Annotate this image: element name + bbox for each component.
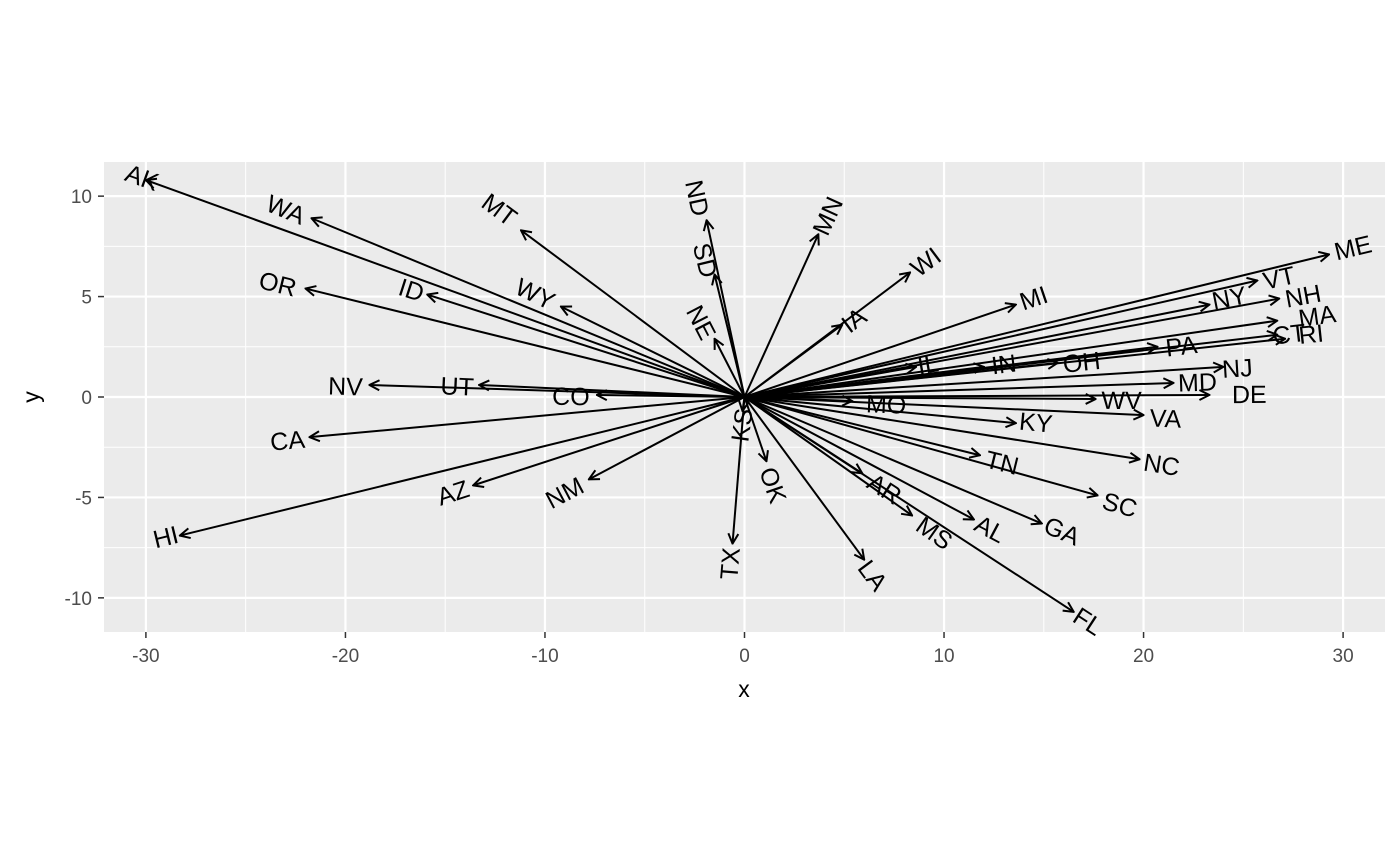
vector-arrow-co bbox=[597, 395, 745, 397]
y-tick-label: 0 bbox=[81, 388, 92, 409]
vector-label-mo: MO bbox=[866, 390, 907, 419]
vector-arrow-mo bbox=[744, 397, 853, 401]
vector-arrow-ms bbox=[743, 396, 913, 516]
y-tick-label: 10 bbox=[71, 187, 92, 208]
vector-arrow-wa bbox=[312, 218, 745, 398]
vector-arrow-wv bbox=[744, 397, 1096, 399]
vector-arrow-vt bbox=[744, 281, 1258, 398]
vector-label-ma: MA bbox=[1297, 300, 1338, 333]
vector-arrow-nm bbox=[589, 396, 745, 479]
vector-arrow-ne bbox=[715, 339, 746, 398]
vector-label-ny: NY bbox=[1210, 281, 1250, 315]
vector-arrow-id bbox=[427, 295, 745, 398]
vector-arrow-mi bbox=[744, 305, 1016, 398]
vector-arrow-tn bbox=[744, 396, 980, 455]
vector-arrow-wi bbox=[743, 272, 911, 398]
vector-arrow-ak bbox=[146, 180, 745, 398]
y-axis-title: y bbox=[18, 391, 44, 403]
vector-arrow-nj bbox=[744, 367, 1224, 398]
x-tick-label: -10 bbox=[531, 646, 558, 667]
y-tick-label: -5 bbox=[75, 488, 92, 509]
x-axis-title: x bbox=[738, 676, 750, 702]
vector-label-nj: NJ bbox=[1221, 354, 1253, 384]
vector-label-tx: TX bbox=[715, 546, 746, 580]
x-tick-label: 0 bbox=[739, 646, 750, 667]
vector-arrow-mt bbox=[521, 230, 746, 398]
vector-label-ct: CT bbox=[1271, 319, 1307, 351]
vector-arrows bbox=[146, 180, 1329, 612]
y-tick-label: -10 bbox=[65, 589, 92, 610]
vector-arrow-ga bbox=[744, 396, 1042, 524]
vector-arrow-mn bbox=[743, 234, 819, 398]
vector-arrow-fl bbox=[743, 396, 1074, 612]
vector-arrow-or bbox=[306, 289, 745, 398]
x-tick-label: -20 bbox=[332, 646, 359, 667]
vector-label-de: DE bbox=[1232, 381, 1267, 409]
vector-arrow-ut bbox=[479, 385, 745, 398]
vector-label-in: IN bbox=[990, 349, 1018, 380]
x-axis: -30 -20 -10 0 10 20 30 bbox=[132, 632, 1354, 667]
vector-arrow-ky bbox=[744, 396, 1016, 423]
y-axis: -10 -5 0 5 10 bbox=[65, 187, 104, 610]
y-tick-label: 5 bbox=[81, 288, 92, 309]
vector-arrow-tx bbox=[733, 396, 746, 544]
vector-label-vt: VT bbox=[1261, 261, 1298, 295]
x-tick-label: 30 bbox=[1333, 646, 1354, 667]
vector-label-md: MD bbox=[1178, 368, 1218, 397]
vector-arrow-wy bbox=[561, 307, 745, 398]
vector-arrow-hi bbox=[180, 396, 745, 536]
vector-arrow-al bbox=[744, 396, 974, 520]
vector-arrow-nh bbox=[744, 299, 1280, 398]
x-tick-label: 10 bbox=[933, 646, 954, 667]
vector-label-ut: UT bbox=[440, 372, 475, 401]
vector-arrow-me bbox=[744, 254, 1330, 398]
vector-label-pa: PA bbox=[1164, 331, 1199, 363]
vector-label-ks: KS bbox=[726, 407, 758, 444]
vector-label-co: CO bbox=[552, 383, 590, 412]
vector-label-ky: KY bbox=[1018, 408, 1054, 439]
vector-label-ca: CA bbox=[269, 426, 306, 457]
vector-label-va: VA bbox=[1149, 404, 1182, 433]
x-tick-label: 20 bbox=[1133, 646, 1154, 667]
vector-arrow-nc bbox=[744, 396, 1140, 459]
vector-arrow-ca bbox=[310, 396, 745, 437]
vector-label-il: IL bbox=[915, 349, 940, 380]
vector-label-wv: WV bbox=[1101, 387, 1142, 415]
vector-arrow-md bbox=[744, 383, 1174, 398]
vector-arrow-ny bbox=[744, 305, 1210, 398]
vector-label-nh: NH bbox=[1283, 280, 1324, 314]
vector-arrow-az bbox=[473, 396, 745, 485]
vector-arrow-la bbox=[743, 396, 865, 560]
vector-arrow-ma bbox=[744, 321, 1278, 398]
vector-label-ri: RI bbox=[1297, 319, 1325, 350]
vector-arrow-sd bbox=[715, 274, 746, 398]
vector-label-nc: NC bbox=[1142, 449, 1182, 482]
vector-arrow-sc bbox=[744, 396, 1098, 495]
vector-label-nv: NV bbox=[328, 372, 364, 401]
vector-arrow-ri bbox=[744, 339, 1286, 398]
vector-arrow-ok bbox=[743, 396, 767, 461]
vector-label-oh: OH bbox=[1062, 347, 1102, 379]
x-tick-label: -30 bbox=[132, 646, 159, 667]
